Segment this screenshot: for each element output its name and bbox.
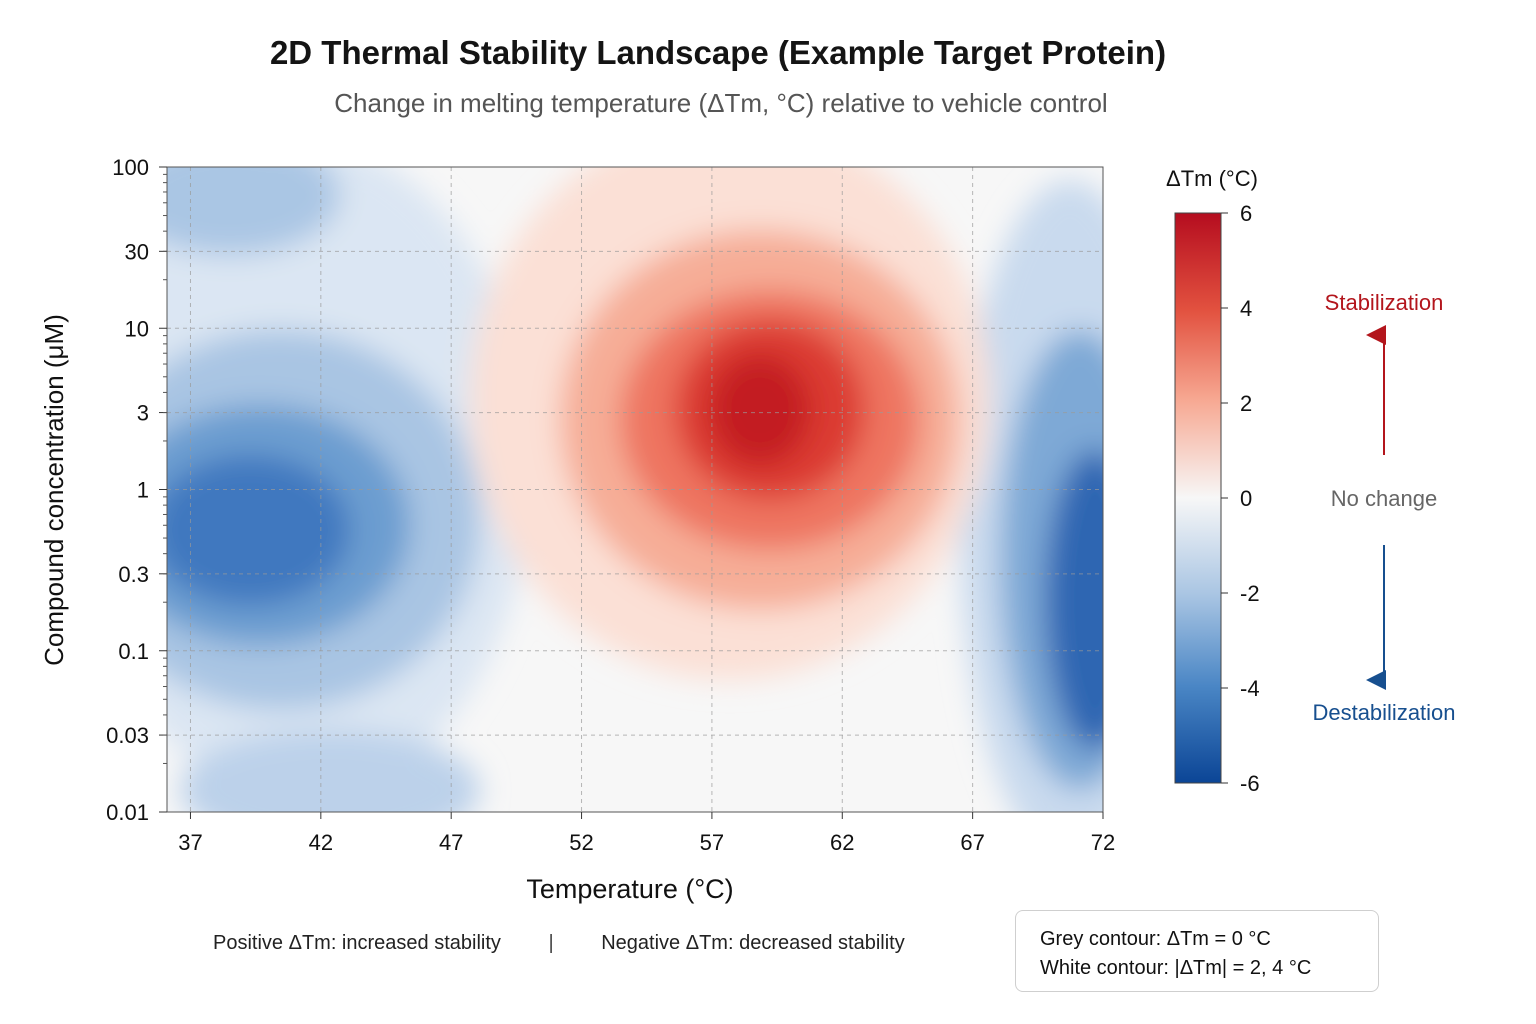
x-tick-label: 72 [1091,830,1115,855]
y-tick-label: 0.1 [118,639,149,664]
colorbar-tick-label: -6 [1240,771,1260,796]
y-tick-label: 0.03 [106,723,149,748]
chart-title: 2D Thermal Stability Landscape (Example … [269,34,1167,71]
grey-contour-note: Grey contour: ΔTm = 0 °C [1040,928,1271,950]
x-tick-label: 37 [178,830,202,855]
y-axis: 0.01 0.03 0.1 0.3 1 3 10 30 100 [106,155,167,825]
heatmap-surface [167,167,1103,812]
y-tick-label: 3 [137,401,149,426]
positive-note: Positive ΔTm: increased stability [213,932,501,954]
y-tick-label: 1 [137,478,149,503]
colorbar-tick-label: 0 [1240,486,1252,511]
note-separator: | [548,932,554,954]
x-tick-label: 52 [569,830,593,855]
y-tick-label: 100 [112,155,149,180]
x-tick-label: 42 [309,830,333,855]
x-tick-label: 57 [700,830,724,855]
sign-legend: Positive ΔTm: increased stability | Nega… [213,932,905,955]
y-tick-label: 30 [125,239,149,264]
colorbar-tick-label: 2 [1240,391,1252,416]
chart-subtitle: Change in melting temperature (ΔTm, °C) … [334,88,1108,118]
contour-legend: Grey contour: ΔTm = 0 °C White contour: … [1015,910,1379,992]
colorbar [1174,212,1222,784]
x-tick-label: 67 [960,830,984,855]
x-axis: 37 42 47 52 57 62 67 72 [178,812,1115,855]
x-axis-title: Temperature (°C) [526,874,733,904]
no-change-label: No change [1330,486,1438,511]
colorbar-tick-label: -4 [1240,676,1260,701]
x-tick-label: 47 [439,830,463,855]
colorbar-label: ΔTm (°C) [1166,166,1258,191]
colorbar-ticks: 6 4 2 0 -2 -4 -6 [1221,201,1260,796]
x-tick-label: 62 [830,830,854,855]
colorbar-tick-label: 6 [1240,201,1252,226]
negative-note: Negative ΔTm: decreased stability [601,932,905,954]
colorbar-tick-label: 4 [1240,296,1252,321]
stabilization-label: Stabilization [1324,290,1444,315]
y-tick-label: 0.3 [118,562,149,587]
colorbar-tick-label: -2 [1240,581,1260,606]
y-tick-label: 10 [125,316,149,341]
white-contour-note: White contour: |ΔTm| = 2, 4 °C [1040,957,1312,979]
y-axis-title: Compound concentration (μM) [39,314,69,666]
destabilization-label: Destabilization [1312,700,1456,725]
y-tick-label: 0.01 [106,800,149,825]
